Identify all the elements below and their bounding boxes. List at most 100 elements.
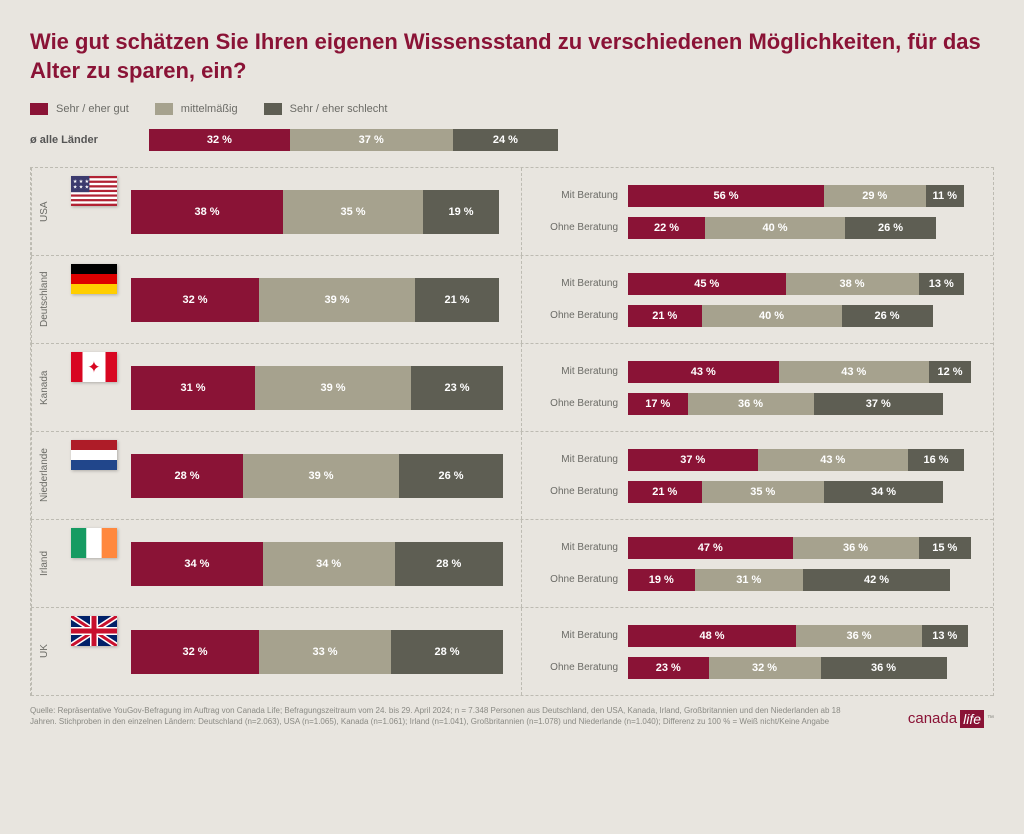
bar-segment: 36 % <box>793 537 919 559</box>
sub-cell: Mit Beratung47 %36 %15 % Ohne Beratung 19 … <box>521 520 993 607</box>
bar-segment: 35 % <box>702 481 825 503</box>
sub-bar: 21 %40 %26 % <box>628 305 978 327</box>
sub-bar: 22 %40 %26 % <box>628 217 978 239</box>
sub-cell: Mit Beratung 48 %36 %13 % Ohne Beratung23 … <box>521 608 993 695</box>
bar-segment: 32 % <box>131 630 259 674</box>
country-row: USA★ ★ ★★ ★ ★38 %35 %19 %Mit Beratung56 … <box>31 168 993 256</box>
main-bar: 31 %39 %23 % <box>131 366 503 410</box>
bar-segment: 39 % <box>255 366 411 410</box>
flag-cell <box>57 608 131 695</box>
main-bar-cell: 32 %33 %28 % <box>131 608 521 695</box>
svg-text:✦: ✦ <box>87 360 100 377</box>
sub-label: Mit Beratung <box>540 366 618 377</box>
bar-segment: 16 % <box>908 449 964 471</box>
flag-cell: ✦ <box>57 344 131 431</box>
bar-segment: 29 % <box>824 185 926 207</box>
sub-row-without: Ohne Beratung 19 %31 %42 % <box>540 569 979 591</box>
sub-row-without: Ohne Beratung21 %35 %34 % <box>540 481 979 503</box>
bar-segment: 21 % <box>628 305 702 327</box>
bar-segment: 38 % <box>786 273 919 295</box>
bar-segment: 39 % <box>259 278 415 322</box>
sub-row-without: Ohne Beratung17 %36 %37 % <box>540 393 979 415</box>
sub-row-with: Mit Beratung45 %38 %13 % <box>540 273 979 295</box>
sub-bar: 56 %29 %11 % <box>628 185 978 207</box>
sub-bar: 47 %36 %15 % <box>628 537 978 559</box>
sub-bar: 48 %36 %13 % <box>628 625 978 647</box>
legend-label: Sehr / eher schlecht <box>290 103 388 115</box>
bar-segment: 13 % <box>922 625 968 647</box>
legend-swatch <box>264 103 282 115</box>
main-bar-cell: 38 %35 %19 % <box>131 168 521 255</box>
country-row: UK32 %33 %28 %Mit Beratung48 %36 %13 %Oh… <box>31 608 993 696</box>
bar-segment: 12 % <box>929 361 971 383</box>
legend-label: mittelmäßig <box>181 103 238 115</box>
average-row: ø alle Länder 32 %37 %24 % <box>30 129 994 151</box>
bar-segment: 36 % <box>688 393 814 415</box>
sub-bar: 23 %32 %36 % <box>628 657 978 679</box>
flag-icon <box>71 528 117 558</box>
bar-segment: 37 % <box>628 449 758 471</box>
bar-segment: 17 % <box>628 393 688 415</box>
sub-bar: 43 %43 %12 % <box>628 361 978 383</box>
bar-segment: 23 % <box>411 366 503 410</box>
sub-row-without: Ohne Beratung23 %32 %36 % <box>540 657 979 679</box>
main-bar: 38 %35 %19 % <box>131 190 503 234</box>
svg-text:★ ★ ★: ★ ★ ★ <box>73 185 90 191</box>
country-name: Kanada <box>31 344 57 431</box>
country-row: Irland34 %34 %28 %Mit Beratung47 %36 %15… <box>31 520 993 608</box>
bar-segment: 32 % <box>131 278 259 322</box>
bar-segment: 38 % <box>131 190 283 234</box>
bar-segment: 21 % <box>415 278 499 322</box>
bar-segment: 35 % <box>283 190 423 234</box>
bar-segment: 56 % <box>628 185 824 207</box>
bar-segment: 47 % <box>628 537 793 559</box>
main-bar: 32 %33 %28 % <box>131 630 503 674</box>
bar-segment: 26 % <box>845 217 936 239</box>
sub-bar: 37 %43 %16 % <box>628 449 978 471</box>
bar-segment: 28 % <box>395 542 504 586</box>
main-bar-cell: 28 %39 %26 % <box>131 432 521 519</box>
bar-segment: 43 % <box>628 361 779 383</box>
sub-row-with: Mit Beratung47 %36 %15 % <box>540 537 979 559</box>
bar-segment: 40 % <box>702 305 842 327</box>
bar-segment: 26 % <box>842 305 933 327</box>
legend: Sehr / eher gutmittelmäßigSehr / eher sc… <box>30 103 994 115</box>
sub-label: Mit Beratung <box>540 630 618 641</box>
country-row: Kanada✦31 %39 %23 %Mit Beratung43 %43 %1… <box>31 344 993 432</box>
sub-bar: 19 %31 %42 % <box>628 569 978 591</box>
country-row: Deutschland32 %39 %21 %Mit Beratung45 %3… <box>31 256 993 344</box>
bar-segment: 15 % <box>919 537 972 559</box>
brand-word-2: life <box>960 710 984 728</box>
sub-label: Mit Beratung <box>540 278 618 289</box>
legend-swatch <box>155 103 173 115</box>
bar-segment: 43 % <box>758 449 909 471</box>
bar-segment: 22 % <box>628 217 705 239</box>
bar-segment: 26 % <box>399 454 503 498</box>
main-bar-cell: 34 %34 %28 % <box>131 520 521 607</box>
legend-swatch <box>30 103 48 115</box>
sub-row-with: Mit Beratung 48 %36 %13 % <box>540 625 979 647</box>
bar-segment: 36 % <box>796 625 922 647</box>
sub-row-without: Ohne Beratung21 %40 %26 % <box>540 305 979 327</box>
bar-segment: 32 % <box>149 129 290 151</box>
country-name: Niederlande <box>31 432 57 519</box>
sub-row-without: Ohne Beratung 22 %40 %26 % <box>540 217 979 239</box>
bar-segment: 33 % <box>259 630 391 674</box>
chart-title: Wie gut schätzen Sie Ihren eigenen Wisse… <box>30 28 994 85</box>
bar-segment: 39 % <box>243 454 399 498</box>
sub-bar: 21 %35 %34 % <box>628 481 978 503</box>
country-name: Irland <box>31 520 57 607</box>
bar-segment: 43 % <box>779 361 930 383</box>
bar-segment: 13 % <box>919 273 965 295</box>
footer: Quelle: Repräsentative YouGov-Befragung … <box>30 706 994 728</box>
sub-label: Ohne Beratung <box>540 222 618 233</box>
bar-segment: 34 % <box>824 481 943 503</box>
sub-label: Ohne Beratung <box>540 574 618 585</box>
average-bar: 32 %37 %24 % <box>149 129 569 151</box>
flag-cell <box>57 520 131 607</box>
bar-segment: 34 % <box>263 542 395 586</box>
bar-segment: 42 % <box>803 569 950 591</box>
bar-segment: 36 % <box>821 657 947 679</box>
flag-cell <box>57 432 131 519</box>
source-note: Quelle: Repräsentative YouGov-Befragung … <box>30 706 860 728</box>
